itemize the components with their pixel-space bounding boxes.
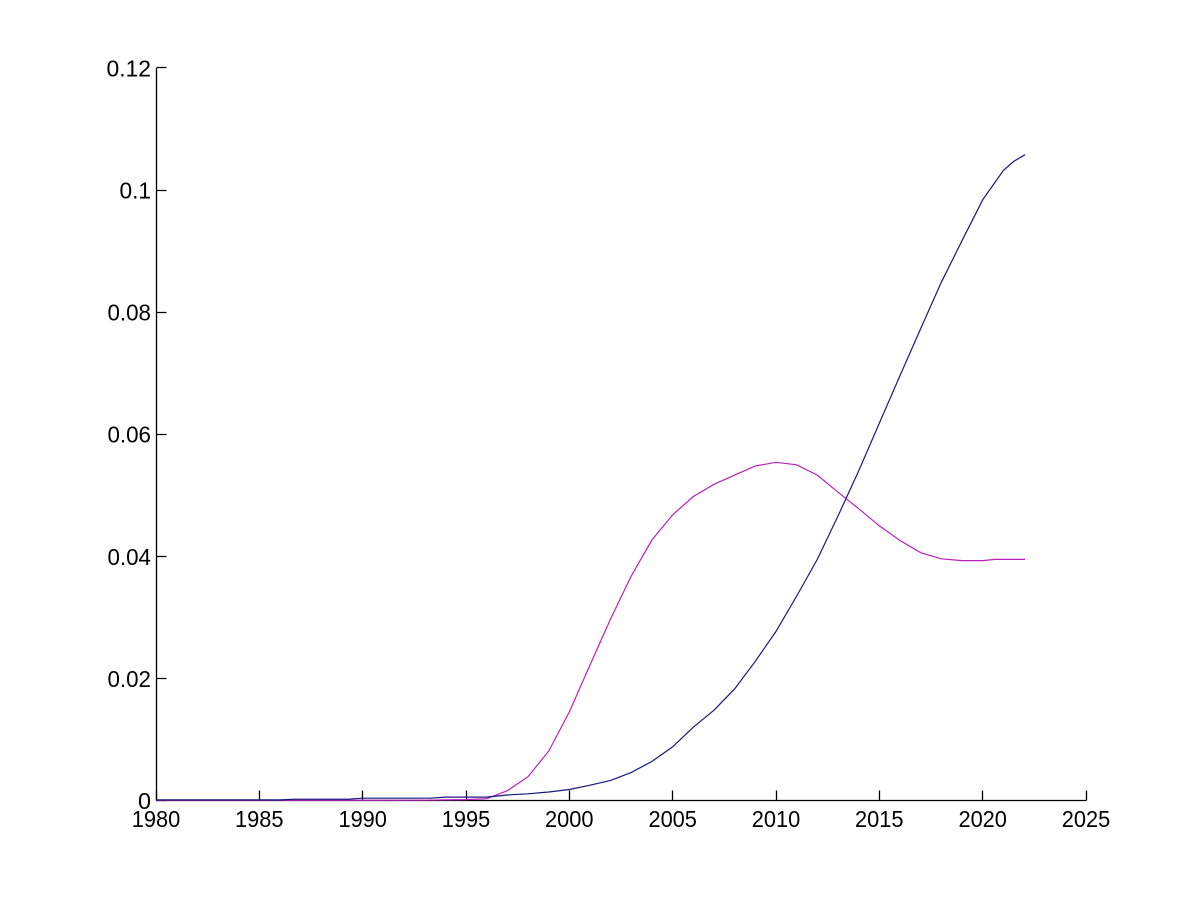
svg-text:0.12: 0.12 [107,56,152,82]
svg-text:0.02: 0.02 [108,666,152,692]
svg-text:0.1: 0.1 [120,178,152,204]
svg-text:2020: 2020 [958,806,1007,832]
svg-text:2010: 2010 [752,806,801,832]
svg-text:0: 0 [138,788,151,814]
svg-text:1985: 1985 [235,806,284,832]
svg-text:0.04: 0.04 [108,544,152,570]
svg-text:1995: 1995 [442,806,491,832]
svg-text:2015: 2015 [855,806,904,832]
svg-text:1990: 1990 [338,806,387,832]
svg-text:1980: 1980 [132,806,181,832]
svg-text:2000: 2000 [545,806,594,832]
svg-text:0.08: 0.08 [108,300,152,326]
svg-text:2005: 2005 [648,806,697,832]
svg-text:0.06: 0.06 [108,422,152,448]
svg-text:2025: 2025 [1062,806,1111,832]
